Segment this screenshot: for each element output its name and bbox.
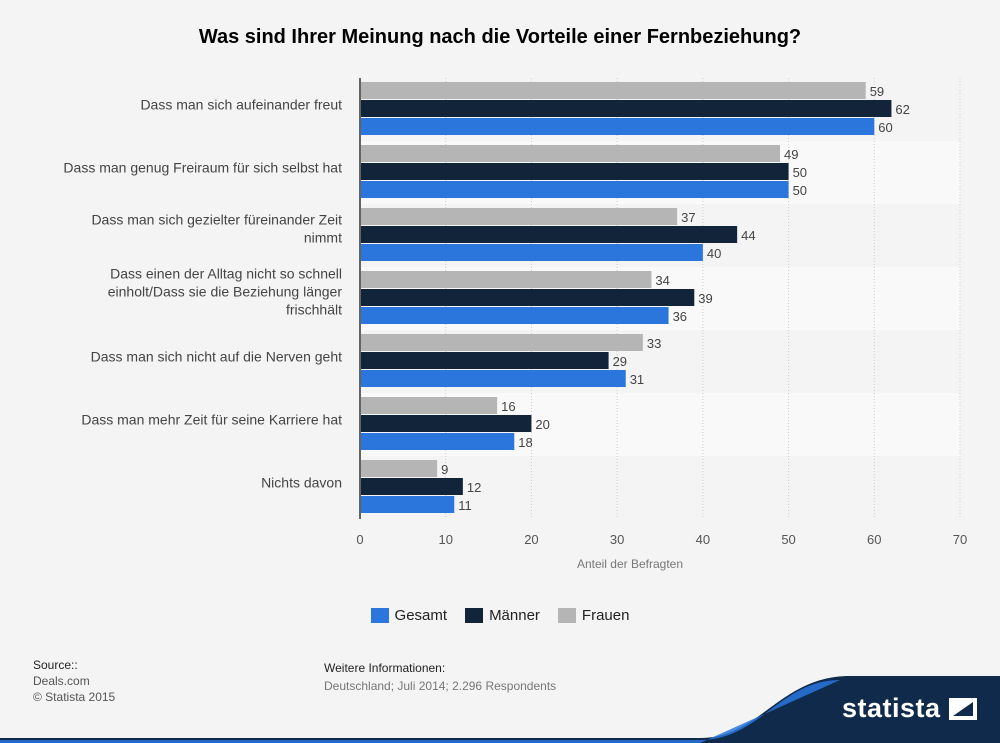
- data-label: 9: [441, 462, 448, 477]
- x-axis-title: Anteil der Befragten: [577, 557, 683, 571]
- category-label: Dass man mehr Zeit für seine Karriere ha…: [81, 412, 342, 428]
- bar-gesamt: [361, 496, 455, 513]
- bar-gesamt: [361, 433, 515, 450]
- source-heading: Source::: [33, 658, 78, 672]
- legend-swatch-frauen: [557, 608, 576, 623]
- info-text: Deutschland; Juli 2014; 2.296 Respondent…: [324, 679, 557, 693]
- x-tick-label: 20: [524, 532, 538, 547]
- category-label: Dass man sich nicht auf die Nerven geht: [91, 349, 342, 365]
- info-block: Weitere Informationen: Deutschland; Juli…: [324, 659, 556, 695]
- legend-label-maenner: Männer: [489, 607, 540, 624]
- data-label: 16: [501, 399, 515, 414]
- x-tick-label: 60: [867, 532, 881, 547]
- x-tick-label: 50: [781, 532, 795, 547]
- category-label: Dass man genug Freiraum für sich selbst …: [63, 160, 342, 176]
- bar-maenner: [361, 100, 892, 117]
- data-label: 59: [870, 84, 884, 99]
- data-label: 50: [793, 165, 807, 180]
- bar-frauen: [361, 334, 643, 351]
- category-label: Dass man sich gezielter füreinander Zeit: [91, 212, 342, 228]
- category-label: nimmt: [304, 230, 342, 246]
- bar-maenner: [361, 352, 609, 369]
- data-label: 33: [647, 336, 661, 351]
- legend: Gesamt Männer Frauen: [0, 607, 1000, 624]
- brand-name: statista: [842, 693, 941, 723]
- category-label: Nichts davon: [261, 475, 342, 491]
- bar-gesamt: [361, 181, 789, 198]
- bar-frauen: [361, 82, 866, 99]
- data-label: 40: [707, 246, 721, 261]
- data-label: 37: [681, 210, 695, 225]
- legend-item-maenner[interactable]: Männer: [465, 607, 540, 624]
- source-block: Source:: Deals.com © Statista 2015: [33, 657, 115, 705]
- x-tick-label: 30: [610, 532, 624, 547]
- statista-logo-icon: [948, 697, 977, 720]
- bar-gesamt: [361, 118, 875, 135]
- data-label: 34: [655, 273, 669, 288]
- bar-maenner: [361, 289, 695, 306]
- data-label: 12: [467, 480, 481, 495]
- bar-frauen: [361, 397, 498, 414]
- legend-item-frauen[interactable]: Frauen: [557, 607, 630, 624]
- data-label: 18: [518, 435, 532, 450]
- legend-swatch-gesamt: [370, 608, 389, 623]
- bar-frauen: [361, 271, 652, 288]
- bar-maenner: [361, 415, 532, 432]
- bar-frauen: [361, 145, 780, 162]
- source-link[interactable]: Deals.com: [33, 674, 90, 688]
- data-label: 39: [698, 291, 712, 306]
- bar-gesamt: [361, 307, 669, 324]
- data-label: 50: [793, 183, 807, 198]
- category-label: einholt/Dass sie die Beziehung länger: [108, 284, 343, 300]
- bar-gesamt: [361, 370, 626, 387]
- x-tick-label: 10: [438, 532, 452, 547]
- data-label: 29: [613, 354, 627, 369]
- statista-logo[interactable]: statista: [842, 693, 977, 724]
- data-label: 31: [630, 372, 644, 387]
- bar-frauen: [361, 460, 438, 477]
- data-label: 49: [784, 147, 798, 162]
- bar-gesamt: [361, 244, 703, 261]
- data-label: 11: [458, 498, 472, 513]
- data-label: 44: [741, 228, 755, 243]
- legend-item-gesamt[interactable]: Gesamt: [370, 607, 448, 624]
- category-label: Dass man sich aufeinander freut: [140, 97, 342, 113]
- bar-maenner: [361, 478, 463, 495]
- bar-maenner: [361, 163, 789, 180]
- x-tick-label: 70: [953, 532, 967, 547]
- data-label: 62: [895, 102, 909, 117]
- data-label: 36: [673, 309, 687, 324]
- chart-title: Was sind Ihrer Meinung nach die Vorteile…: [198, 26, 802, 48]
- info-heading[interactable]: Weitere Informationen:: [324, 661, 446, 675]
- bar-maenner: [361, 226, 738, 243]
- legend-label-frauen: Frauen: [581, 607, 630, 624]
- copyright: © Statista 2015: [33, 690, 116, 704]
- legend-swatch-maenner: [465, 608, 484, 623]
- x-tick-label: 40: [696, 532, 710, 547]
- data-label: 60: [878, 120, 892, 135]
- data-label: 20: [535, 417, 549, 432]
- category-label: frischhält: [286, 302, 342, 318]
- x-tick-label: 0: [356, 532, 363, 547]
- legend-label-gesamt: Gesamt: [394, 607, 448, 624]
- category-label: Dass einen der Alltag nicht so schnell: [110, 266, 342, 282]
- bar-frauen: [361, 208, 678, 225]
